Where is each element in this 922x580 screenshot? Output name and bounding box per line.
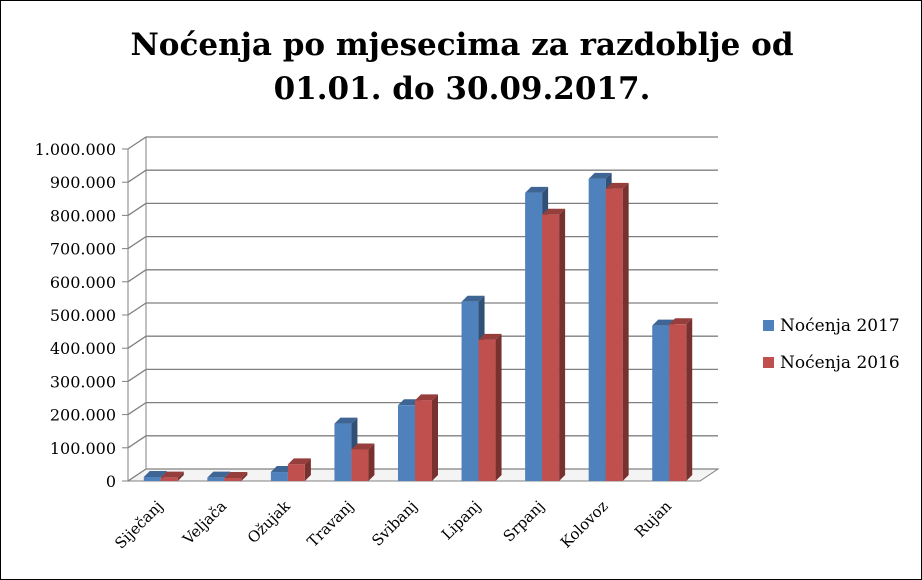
bar-front [542, 214, 560, 481]
bar [605, 182, 629, 481]
gridline [127, 302, 718, 316]
bar-top [287, 458, 311, 465]
bar-side [304, 458, 311, 481]
bar-top [415, 394, 438, 401]
bar [160, 471, 184, 481]
bar-top [461, 295, 485, 302]
y-tick-label: 600.000 [50, 273, 116, 292]
bar-side [432, 394, 438, 481]
y-tick-label: 900.000 [50, 173, 116, 192]
bar-front [143, 477, 161, 481]
bar-front [351, 449, 369, 481]
bar-front [287, 464, 305, 481]
x-tick-label: Srpanj [500, 497, 548, 545]
y-axis: 0 100.000 200.000 300.000 400.000 500.000 600.… [35, 140, 128, 491]
bars [143, 172, 693, 481]
gridline [127, 169, 718, 183]
y-tick-label: 0 [106, 472, 116, 491]
bar [224, 472, 248, 481]
bar-side [495, 333, 502, 481]
bar-top [669, 318, 693, 325]
chart-title: Noćenja po mjesecima za razdoblje od 01.… [1, 23, 922, 111]
legend-swatch [763, 357, 774, 368]
x-tick-label: Veljača [178, 497, 230, 549]
legend-label: Noćenja 2016 [780, 353, 900, 373]
bar-front [207, 477, 225, 481]
x-tick-label: Ožujak [244, 496, 295, 547]
bar [287, 458, 311, 481]
bar-top [478, 333, 502, 340]
bar-side [686, 318, 693, 481]
bar [669, 318, 693, 481]
gridline [127, 335, 718, 349]
bar-front [461, 301, 479, 481]
bar-top [207, 471, 231, 478]
y-tick-label: 100.000 [50, 439, 116, 458]
bar-side [368, 443, 375, 481]
bar-front [652, 325, 670, 481]
bar-top [160, 471, 184, 478]
x-axis: Siječanj Veljača Ožujak Travanj Svibanj Lipan… [111, 496, 675, 552]
x-tick-label: Travanj [304, 497, 358, 551]
bar-top [143, 471, 167, 478]
chart-title-line-2: 01.01. do 30.09.2017. [273, 71, 651, 107]
bar-front [588, 178, 606, 481]
legend: Noćenja 2017 Noćenja 2016 [763, 316, 900, 373]
x-tick-label: Lipanj [438, 497, 484, 543]
bar [415, 394, 438, 481]
bar-side [622, 182, 629, 481]
legend-swatch [763, 320, 774, 331]
bar-front [478, 339, 496, 481]
y-tick-label: 200.000 [50, 406, 116, 425]
x-tick-label: Rujan [631, 497, 675, 541]
bar-top [334, 417, 358, 424]
bar-side [177, 471, 184, 481]
bar-front [669, 324, 687, 481]
gridline [127, 136, 718, 150]
bar-side [241, 472, 248, 481]
bar-front [334, 423, 352, 481]
bar-front [224, 478, 242, 481]
gridline [127, 202, 718, 216]
bar [351, 443, 375, 481]
bar-top [351, 443, 375, 450]
gridline [127, 235, 718, 250]
bar [542, 208, 566, 481]
gridline [127, 368, 718, 382]
bar-front [605, 188, 623, 481]
y-tick-label: 1.000.000 [35, 140, 116, 159]
bar-side [559, 208, 566, 481]
bar-top [224, 472, 248, 479]
bar-front [415, 400, 432, 481]
y-tick-label: 300.000 [50, 372, 116, 391]
bar-top [605, 182, 629, 189]
x-tick-label: Kolovoz [557, 497, 612, 552]
bar-top [588, 172, 612, 179]
bar-top [542, 208, 566, 215]
legend-label: Noćenja 2017 [780, 316, 900, 336]
bar-front [398, 405, 415, 481]
bar [478, 333, 502, 481]
chart-title-line-1: Noćenja po mjesecima za razdoblje od [130, 27, 794, 63]
y-tick-label: 800.000 [50, 206, 116, 225]
bar-top [525, 186, 549, 193]
x-tick-label: Svibanj [368, 497, 421, 550]
y-tick-label: 400.000 [50, 339, 116, 358]
bar-front [525, 192, 543, 481]
bar-front [160, 477, 178, 481]
y-tick-label: 700.000 [50, 240, 116, 259]
bar-front [270, 472, 288, 481]
gridline [127, 269, 718, 283]
x-tick-label: Siječanj [111, 497, 166, 552]
y-tick-label: 500.000 [50, 306, 116, 325]
